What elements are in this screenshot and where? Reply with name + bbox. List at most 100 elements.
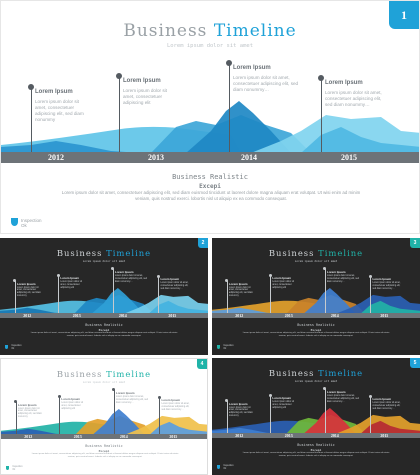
mountain-shape bbox=[360, 420, 420, 434]
callout-marker bbox=[268, 393, 272, 397]
timeline-mountain-chart bbox=[0, 287, 208, 314]
callout-text: Lorem ipsum dolor sit amet, consectetuer… bbox=[123, 88, 167, 105]
section-heading: Business Realistic bbox=[297, 443, 335, 448]
section-heading: Business Realistic bbox=[85, 444, 123, 449]
callout-text: Lorem ipsum dolor sit amet, consectetuer… bbox=[272, 281, 295, 289]
main-slide[interactable]: 1 Business Timeline Lorem ipsum dolor sit … bbox=[0, 0, 420, 234]
slide-title: Business Timeline bbox=[212, 368, 420, 378]
slide-title-word: Business bbox=[268, 247, 315, 258]
slide-title: Business Timeline bbox=[1, 369, 207, 379]
brand-logo-tagline: Ok bbox=[11, 348, 15, 351]
timeline-year-label: 2015 bbox=[341, 153, 357, 162]
mountain-shape bbox=[303, 287, 356, 314]
callout-stem bbox=[370, 276, 372, 313]
callout-marker bbox=[156, 274, 161, 278]
brand-logo: Inspection Ok bbox=[5, 466, 23, 471]
brand-logo-name: Inspection bbox=[223, 465, 234, 468]
callout-text: Lorem ipsum dolor sit amet, consectetuer… bbox=[160, 282, 189, 290]
callout-stem bbox=[112, 268, 114, 313]
callout-marker bbox=[225, 59, 233, 67]
callout-title: Lorem Ipsum bbox=[326, 389, 346, 394]
callout-stem bbox=[158, 276, 160, 313]
callout-title: Lorem Ipsum bbox=[61, 397, 81, 402]
callout-marker bbox=[368, 394, 373, 398]
callout-text: Lorem ipsum dolor sit amet, consectetuer… bbox=[372, 402, 401, 410]
callout-title: Lorem Ipsum bbox=[228, 281, 248, 286]
slide-thumbnail[interactable]: 3 Business Timeline Lorem ipsum dolor sit … bbox=[212, 238, 420, 355]
callout-title: Lorem Ipsum bbox=[17, 402, 37, 407]
callout-marker bbox=[323, 387, 327, 391]
mountain-shape bbox=[149, 421, 207, 435]
brand-logo-text: Inspection Ok bbox=[223, 465, 233, 470]
shield-icon bbox=[5, 466, 10, 471]
callout-stem bbox=[226, 400, 228, 433]
page-number-badge: 4 bbox=[197, 359, 207, 369]
slide-thumbnail[interactable]: 4 Business Timeline Lorem ipsum dolor sit … bbox=[0, 358, 208, 475]
callout-stem bbox=[159, 397, 161, 434]
slide-subtitle: Lorem ipsum dolor sit amet bbox=[166, 43, 254, 49]
callout-marker bbox=[13, 279, 17, 283]
timeline-year-label: 2013 bbox=[73, 433, 82, 439]
section-body-text: Lorem ipsum dolor sit amet, consectetuer… bbox=[242, 451, 390, 457]
slide-thumbnail[interactable]: 5 Business Timeline Lorem ipsum dolor sit … bbox=[212, 358, 420, 475]
callout-title: Lorem Ipsum bbox=[123, 78, 161, 84]
callout-stem bbox=[119, 76, 120, 152]
section-subheading: Excepi bbox=[310, 328, 322, 333]
callout-title: Lorem Ipsum bbox=[228, 401, 248, 406]
mountain-shape bbox=[186, 101, 291, 153]
slide-thumbnail[interactable]: 2 Business Timeline Lorem ipsum dolor sit … bbox=[0, 238, 208, 355]
callout-text: Lorem ipsum dolor sit amet, consectetuer… bbox=[228, 406, 253, 418]
callout-stem bbox=[59, 396, 61, 434]
brand-logo-tagline: Ok bbox=[223, 468, 227, 471]
slide-subtitle: Lorem ipsum dolor sit amet bbox=[82, 258, 126, 263]
callout-text: Lorem ipsum dolor sit amet, consectetuer… bbox=[115, 395, 149, 404]
callout-marker bbox=[14, 400, 18, 404]
callout-title: Lorem Ipsum bbox=[326, 269, 346, 274]
callout-title: Lorem Ipsum bbox=[60, 276, 80, 281]
callout-title: Lorem Ipsum bbox=[272, 276, 292, 281]
timeline-year-label: 2014 bbox=[330, 312, 339, 318]
callout-stem bbox=[370, 396, 372, 433]
callout-stem bbox=[229, 63, 230, 152]
timeline-year-label: 2012 bbox=[48, 153, 64, 162]
slide-title: Business Timeline bbox=[212, 248, 420, 258]
brand-logo-name: Inspection bbox=[12, 466, 23, 469]
callout-text: Lorem ipsum dolor sit amet, consectetuer… bbox=[228, 286, 253, 298]
mountain-shape bbox=[303, 407, 356, 434]
shield-icon bbox=[11, 218, 18, 226]
callout-stem bbox=[15, 401, 17, 434]
mountain-shape bbox=[301, 127, 419, 153]
callout-stem bbox=[14, 280, 16, 313]
timeline-mountain-chart bbox=[1, 101, 419, 153]
callout-title: Lorem Ipsum bbox=[372, 397, 392, 402]
callout-marker bbox=[111, 267, 115, 271]
callout-marker bbox=[56, 273, 60, 277]
timeline-year-label: 2014 bbox=[118, 312, 127, 318]
chart-svg bbox=[212, 287, 420, 314]
slide-title-word: Business bbox=[123, 21, 208, 41]
section-body-text: Lorem ipsum dolor sit amet, consectetuer… bbox=[30, 331, 178, 337]
slide-title-highlight: Timeline bbox=[318, 367, 364, 378]
callout-text: Lorem ipsum dolor sit amet, consectetuer… bbox=[61, 402, 84, 410]
brand-logo-tagline: Ok bbox=[223, 348, 227, 351]
timeline-year-label: 2012 bbox=[235, 432, 244, 438]
section-subheading: Excepi bbox=[98, 449, 110, 454]
brand-logo-text: Inspection Ok bbox=[12, 466, 22, 471]
callout-stem bbox=[113, 389, 115, 434]
callout-marker bbox=[57, 394, 61, 398]
timeline-year-bar: 2012 2013 2014 2015 bbox=[212, 432, 420, 439]
timeline-year-bar: 2012 2013 2014 2015 bbox=[1, 433, 207, 440]
timeline-year-label: 2013 bbox=[148, 153, 164, 162]
slide-title-highlight: Timeline bbox=[106, 368, 152, 379]
callout-title: Lorem Ipsum bbox=[325, 80, 363, 86]
callout-text: Lorem ipsum dolor sit amet, consectetuer… bbox=[272, 401, 295, 409]
callout-text: Lorem ipsum dolor sit amet, consectetuer… bbox=[372, 282, 401, 290]
mountain-shape bbox=[1, 141, 141, 153]
callout-title: Lorem Ipsum bbox=[372, 277, 392, 282]
callout-title: Lorem Ipsum bbox=[35, 89, 73, 95]
callout-title: Lorem Ipsum bbox=[114, 269, 134, 274]
timeline-year-label: 2015 bbox=[380, 432, 389, 438]
mountain-shape bbox=[91, 287, 144, 314]
callout-title: Lorem Ipsum bbox=[161, 398, 181, 403]
callout-marker bbox=[317, 74, 325, 82]
